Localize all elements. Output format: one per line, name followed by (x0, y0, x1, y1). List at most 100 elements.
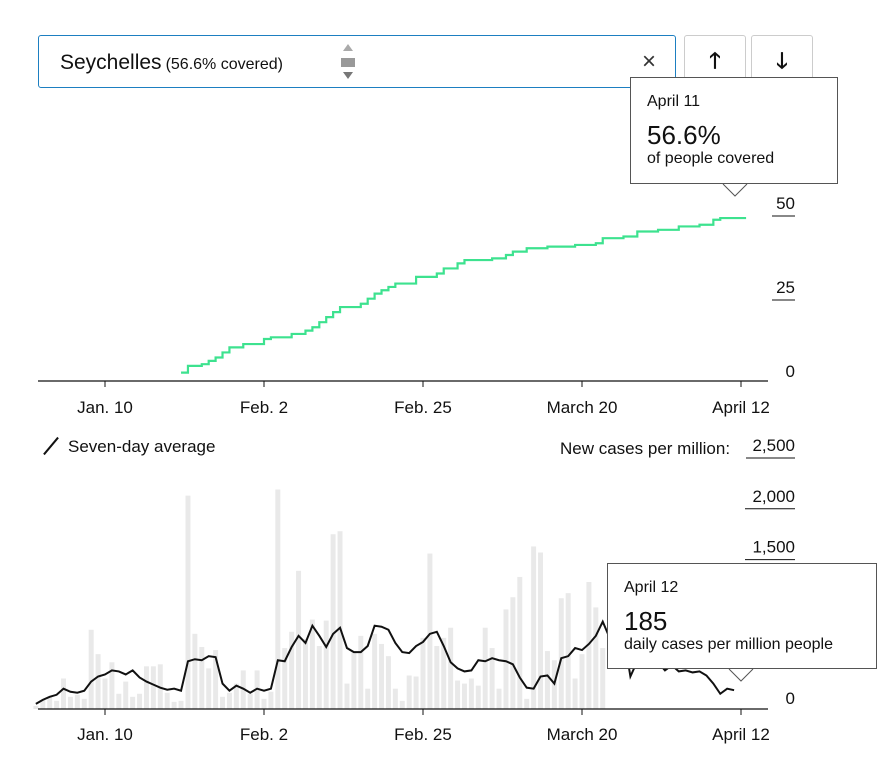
y-axis-label: New cases per million: (560, 439, 731, 458)
daily-bar (130, 696, 136, 709)
daily-bar (302, 638, 308, 709)
daily-bar (40, 699, 46, 709)
daily-bar (150, 666, 156, 709)
daily-bar (344, 683, 350, 709)
coverage-chart: 0 25 50 Jan. 10 Feb. 2 Feb. 25 March 20 April 1… (38, 183, 795, 417)
daily-bar (441, 637, 447, 709)
daily-bar (275, 489, 281, 709)
daily-bar (420, 637, 426, 709)
daily-bar (185, 495, 191, 709)
daily-bar (544, 651, 550, 709)
legend-label: Seven-day average (68, 437, 216, 456)
daily-bar (565, 593, 571, 709)
daily-bar (496, 688, 502, 709)
daily-bar (365, 688, 371, 709)
daily-bar (316, 646, 322, 709)
daily-bar (337, 531, 343, 709)
y-tick-label: 2,500 (752, 436, 795, 455)
daily-bar (143, 666, 149, 709)
daily-bar (213, 650, 219, 709)
tooltip-coverage: April 11 56.6% of people covered (630, 77, 838, 184)
daily-bar (434, 646, 440, 709)
tooltip-caption: daily cases per million people (624, 636, 833, 653)
y-tick-label: 0 (786, 362, 795, 381)
coverage-label: (56.6% covered) (165, 56, 283, 73)
daily-bar (517, 576, 523, 709)
daily-bar (282, 648, 288, 709)
daily-bar (413, 676, 419, 709)
daily-bar (102, 678, 108, 709)
chevron-down-icon[interactable] (343, 72, 353, 79)
scroll-thumb[interactable] (341, 58, 355, 67)
country-selector[interactable]: Seychelles (56.6% covered) × (38, 35, 676, 88)
arrow-up-icon: 🡑 (709, 48, 721, 73)
x-tick-label: April 12 (712, 398, 770, 417)
daily-bar (164, 692, 170, 709)
country-name: Seychelles (56.6% covered) (60, 51, 283, 75)
daily-bar (358, 635, 364, 709)
y-tick-label: 1,500 (752, 538, 795, 557)
daily-bar (330, 534, 336, 709)
daily-bar (489, 648, 495, 709)
daily-bar (399, 700, 405, 709)
daily-bar (296, 570, 302, 709)
daily-bar (392, 688, 398, 709)
tooltip-value: 56.6% (647, 120, 721, 150)
x-tick-label: Jan. 10 (77, 725, 133, 744)
daily-bar (309, 619, 315, 709)
daily-bar (379, 643, 385, 709)
tooltip-cases: April 12 185 daily cases per million peo… (607, 563, 877, 669)
daily-bar (123, 681, 129, 709)
x-tick-label: Feb. 2 (240, 398, 288, 417)
daily-bar (461, 683, 467, 709)
daily-bar (88, 629, 94, 709)
daily-bar (385, 656, 391, 709)
daily-bar (372, 633, 378, 709)
daily-bar (538, 552, 544, 709)
y-tick-label: 2,000 (752, 487, 795, 506)
daily-bar (600, 648, 606, 709)
daily-bar (220, 696, 226, 709)
daily-bar (95, 654, 101, 709)
daily-bar (323, 620, 329, 709)
daily-bar (593, 607, 599, 709)
daily-bar (289, 631, 295, 709)
y-tick-label: 50 (776, 194, 795, 213)
daily-bar (524, 698, 530, 709)
x-tick-label: Jan. 10 (77, 398, 133, 417)
daily-bar (199, 647, 205, 709)
y-tick-label: 0 (786, 689, 795, 708)
daily-bar (33, 705, 39, 709)
chevron-up-icon[interactable] (343, 44, 353, 51)
y-tick-label: 25 (776, 278, 795, 297)
daily-bar (448, 627, 454, 709)
daily-bar (61, 678, 67, 709)
daily-bar (351, 651, 357, 709)
daily-bar (558, 598, 564, 709)
daily-bar (586, 582, 592, 709)
daily-bar (171, 701, 177, 709)
tooltip-value: 185 (624, 606, 668, 636)
close-icon[interactable]: × (642, 48, 657, 75)
daily-bar (54, 700, 60, 709)
daily-bar (268, 691, 274, 709)
daily-bar (178, 700, 184, 709)
daily-bar (116, 693, 122, 709)
tooltip-date: April 12 (624, 579, 679, 596)
daily-bar (74, 694, 80, 709)
scroll-stepper[interactable] (341, 44, 355, 84)
x-tick-label: Feb. 25 (394, 725, 452, 744)
tooltip-date: April 11 (647, 93, 701, 110)
daily-bar (475, 685, 481, 709)
daily-bar (468, 678, 474, 709)
daily-bar (206, 668, 212, 709)
daily-bar (81, 698, 87, 709)
daily-bar (226, 692, 232, 709)
daily-bar (406, 675, 412, 709)
tooltip-pointer (722, 183, 748, 197)
daily-bar (247, 693, 253, 709)
tooltip-pointer (728, 668, 754, 682)
daily-bar (572, 678, 578, 709)
daily-bar (482, 627, 488, 709)
